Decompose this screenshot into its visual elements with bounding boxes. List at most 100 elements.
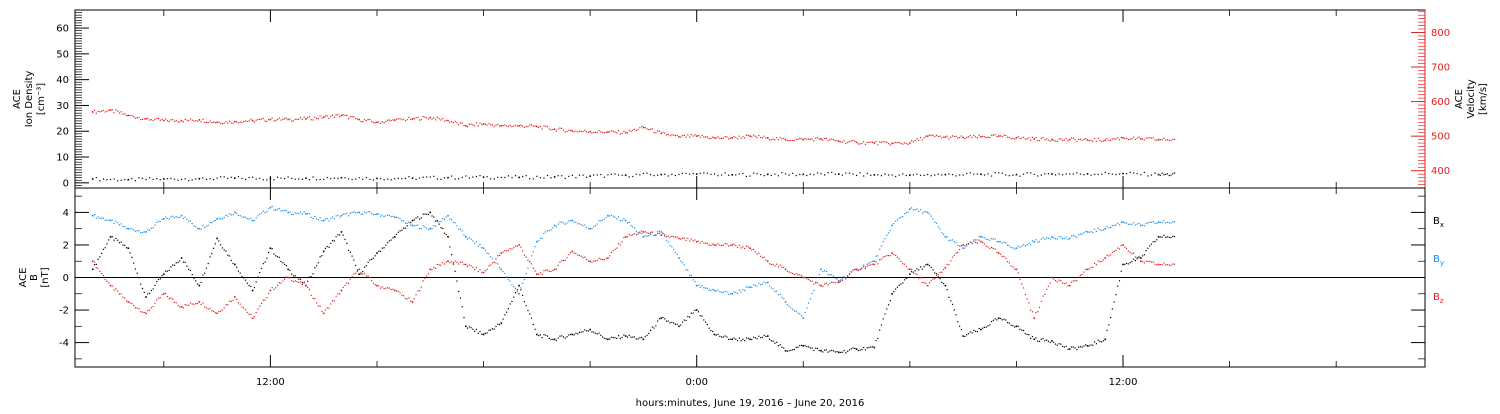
- series-bx-point: [464, 325, 467, 328]
- series-bx-sample: [992, 319, 994, 321]
- velocity-series-sample: [228, 120, 231, 122]
- series-bz-sample: [268, 292, 270, 294]
- series-bz-sample: [886, 254, 888, 257]
- series-bx-sample: [911, 271, 913, 273]
- series-bx-sample: [456, 280, 458, 282]
- velocity-series-point: [198, 119, 201, 121]
- series-by-sample: [427, 229, 430, 231]
- velocity-series-sample: [271, 117, 273, 119]
- velocity-series-sample: [976, 137, 978, 139]
- ion-density-series-sample: [422, 176, 424, 178]
- series-bx-sample: [339, 234, 341, 236]
- series-bz-point: [163, 292, 165, 295]
- ion-density-series-sample: [884, 173, 886, 175]
- velocity-series-sample: [545, 125, 547, 127]
- velocity-series-sample: [1134, 138, 1137, 140]
- left-y-axis-label-line1: ACE: [12, 89, 23, 109]
- series-bx-point: [909, 273, 911, 276]
- ion-density-series-sample: [1118, 173, 1121, 175]
- velocity-series-sample: [987, 136, 989, 138]
- ion-density-series-sample: [347, 178, 350, 180]
- series-bz-sample: [152, 305, 154, 308]
- series-by-sample: [273, 209, 275, 211]
- velocity-series-sample: [644, 127, 646, 129]
- velocity-series-sample: [1124, 137, 1126, 140]
- velocity-series-sample: [786, 140, 788, 142]
- series-bz-sample: [1040, 300, 1042, 302]
- right-y-axis-label-line1: ACE: [1454, 89, 1465, 109]
- series-bz-sample: [211, 310, 213, 312]
- velocity-series-sample: [1090, 139, 1092, 141]
- series-bx-sample: [356, 269, 359, 271]
- series-bz-sample: [362, 273, 364, 275]
- series-by-sample: [378, 213, 380, 215]
- series-bz-sample: [1159, 263, 1161, 266]
- series-bx-sample: [365, 265, 367, 267]
- series-bz-sample: [852, 269, 854, 271]
- series-bx-sample: [275, 255, 277, 257]
- velocity-series-sample: [1156, 139, 1158, 141]
- series-by-sample: [404, 222, 406, 224]
- series-bx-sample: [1145, 250, 1147, 252]
- velocity-series-sample: [818, 138, 820, 140]
- series-bz-sample: [138, 308, 140, 310]
- series-by-sample: [1102, 229, 1105, 231]
- velocity-series-point: [926, 135, 929, 137]
- b-y-tick-label: -2: [59, 306, 69, 317]
- series-bz-sample: [124, 297, 126, 299]
- velocity-series-sample: [454, 120, 456, 122]
- series-bx-sample: [621, 336, 623, 339]
- ion-density-series-sample: [799, 173, 801, 176]
- velocity-series-sample: [854, 140, 856, 142]
- series-bz-sample: [548, 270, 550, 272]
- series-by-sample: [1028, 242, 1030, 244]
- velocity-series-point: [838, 140, 840, 143]
- ion-density-series-sample: [720, 174, 723, 176]
- series-by-sample: [552, 227, 554, 229]
- velocity-series-sample: [609, 131, 611, 133]
- series-bx-sample: [182, 261, 184, 263]
- series-bz-sample: [923, 282, 925, 284]
- series-bx-sample: [603, 337, 605, 339]
- series-bx-sample: [175, 262, 177, 264]
- series-bz-sample: [633, 233, 636, 235]
- velocity-series-sample: [1056, 140, 1058, 142]
- velocity-series-sample: [1108, 139, 1110, 141]
- velocity-series-point: [660, 132, 662, 135]
- series-by-sample: [339, 216, 341, 218]
- series-by-sample: [459, 228, 462, 230]
- series-bz-sample: [964, 245, 966, 247]
- series-bx-sample: [882, 318, 884, 320]
- ion-density-series-sample: [152, 178, 154, 181]
- ion-density-series-point: [340, 176, 343, 179]
- series-bz-sample: [101, 272, 103, 275]
- series-bz-sample: [948, 264, 950, 266]
- series-by-sample: [1134, 224, 1137, 226]
- series-bz-sample: [147, 309, 149, 312]
- series-by-sample: [799, 313, 801, 315]
- series-bx-sample: [973, 329, 975, 332]
- velocity-series-sample: [665, 134, 668, 136]
- velocity-series-sample: [895, 141, 897, 144]
- series-bz-point: [713, 244, 716, 246]
- velocity-series-sample: [449, 121, 451, 123]
- series-by-sample: [179, 216, 181, 218]
- series-bx-sample: [1003, 318, 1005, 320]
- velocity-series-sample: [164, 118, 167, 120]
- series-bz-sample: [193, 303, 195, 305]
- ion-density-series-sample: [795, 174, 797, 177]
- velocity-series-sample: [1170, 139, 1172, 142]
- series-bx-sample: [436, 219, 438, 222]
- ion-density-series-sample: [436, 178, 438, 180]
- velocity-series-point: [944, 136, 947, 138]
- series-bx-point: [287, 268, 289, 271]
- series-bx-sample: [822, 351, 824, 353]
- velocity-series-sample: [1131, 138, 1133, 140]
- velocity-series-sample: [344, 114, 346, 116]
- series-bz-sample: [486, 268, 488, 271]
- legend-entry-bz: Bz: [1433, 292, 1444, 305]
- series-bx-sample: [871, 346, 874, 348]
- series-by-sample: [220, 218, 222, 220]
- velocity-series-sample: [845, 142, 847, 144]
- series-by-sample: [756, 285, 758, 287]
